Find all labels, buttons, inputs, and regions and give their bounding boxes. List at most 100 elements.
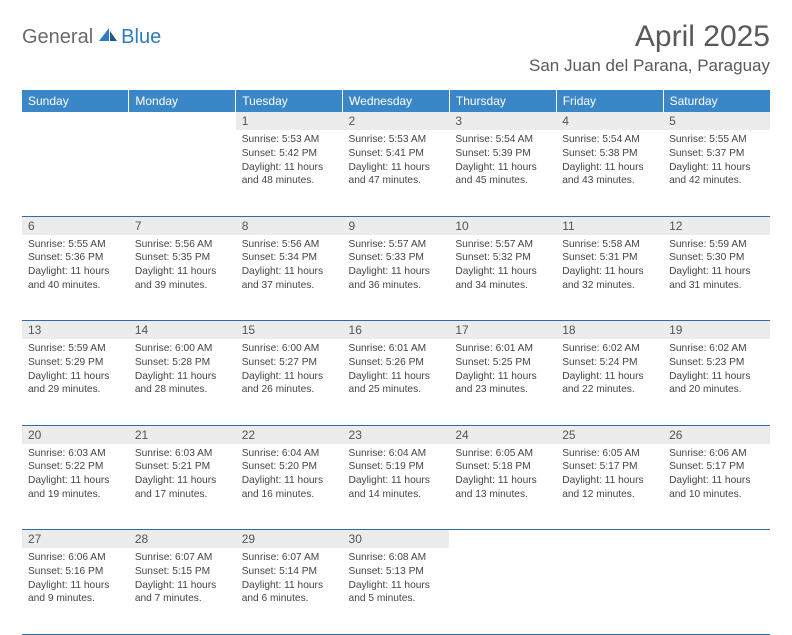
day-details: Sunrise: 6:01 AMSunset: 5:25 PMDaylight:… [449,339,556,401]
day-number-cell: 25 [556,425,663,444]
day-number-cell [449,530,556,549]
day-cell: Sunrise: 5:58 AMSunset: 5:31 PMDaylight:… [556,235,663,321]
day-details: Sunrise: 6:06 AMSunset: 5:17 PMDaylight:… [663,444,770,506]
day-cell: Sunrise: 5:54 AMSunset: 5:38 PMDaylight:… [556,130,663,216]
day-number-cell: 11 [556,216,663,235]
day-number-cell: 28 [129,530,236,549]
calendar-table: SundayMondayTuesdayWednesdayThursdayFrid… [22,90,770,635]
day-number-row: 13141516171819 [22,321,770,340]
day-number: 25 [556,426,663,444]
day-number-cell [556,530,663,549]
day-number: 6 [22,217,129,235]
day-number: 3 [449,112,556,130]
day-number-row: 12345 [22,112,770,130]
calendar-body: 12345Sunrise: 5:53 AMSunset: 5:42 PMDayl… [22,112,770,634]
day-cell: Sunrise: 5:54 AMSunset: 5:39 PMDaylight:… [449,130,556,216]
day-number-cell: 18 [556,321,663,340]
day-number-cell: 13 [22,321,129,340]
day-number-cell: 17 [449,321,556,340]
day-cell: Sunrise: 5:59 AMSunset: 5:29 PMDaylight:… [22,339,129,425]
day-number: 1 [236,112,343,130]
day-cell: Sunrise: 6:07 AMSunset: 5:14 PMDaylight:… [236,548,343,634]
day-number: 2 [343,112,450,130]
day-cell: Sunrise: 6:07 AMSunset: 5:15 PMDaylight:… [129,548,236,634]
day-number-cell: 20 [22,425,129,444]
title-block: April 2025 San Juan del Parana, Paraguay [529,20,770,76]
brand-sail-icon [97,26,119,49]
day-number: 24 [449,426,556,444]
day-number: 28 [129,530,236,548]
day-content-row: Sunrise: 5:59 AMSunset: 5:29 PMDaylight:… [22,339,770,425]
day-number-cell: 12 [663,216,770,235]
day-cell: Sunrise: 6:00 AMSunset: 5:27 PMDaylight:… [236,339,343,425]
day-number-cell: 30 [343,530,450,549]
day-number-cell: 2 [343,112,450,130]
day-number-cell: 3 [449,112,556,130]
day-details: Sunrise: 5:59 AMSunset: 5:30 PMDaylight:… [663,235,770,297]
weekday-header: Tuesday [236,90,343,112]
day-cell: Sunrise: 6:02 AMSunset: 5:24 PMDaylight:… [556,339,663,425]
day-number: 5 [663,112,770,130]
day-number: 7 [129,217,236,235]
day-number: 8 [236,217,343,235]
day-cell [449,548,556,634]
day-details: Sunrise: 6:00 AMSunset: 5:28 PMDaylight:… [129,339,236,401]
day-number-cell: 16 [343,321,450,340]
day-cell: Sunrise: 5:57 AMSunset: 5:32 PMDaylight:… [449,235,556,321]
day-details: Sunrise: 6:00 AMSunset: 5:27 PMDaylight:… [236,339,343,401]
day-number-cell: 21 [129,425,236,444]
day-details: Sunrise: 5:56 AMSunset: 5:34 PMDaylight:… [236,235,343,297]
day-cell: Sunrise: 5:56 AMSunset: 5:35 PMDaylight:… [129,235,236,321]
weekday-header-row: SundayMondayTuesdayWednesdayThursdayFrid… [22,90,770,112]
day-content-row: Sunrise: 6:03 AMSunset: 5:22 PMDaylight:… [22,444,770,530]
day-number: 12 [663,217,770,235]
day-details: Sunrise: 5:57 AMSunset: 5:33 PMDaylight:… [343,235,450,297]
day-number: 15 [236,321,343,339]
day-details: Sunrise: 6:02 AMSunset: 5:23 PMDaylight:… [663,339,770,401]
day-number-cell: 15 [236,321,343,340]
day-number: 22 [236,426,343,444]
day-details: Sunrise: 5:53 AMSunset: 5:41 PMDaylight:… [343,130,450,192]
day-number: 19 [663,321,770,339]
day-cell: Sunrise: 5:55 AMSunset: 5:37 PMDaylight:… [663,130,770,216]
day-number: 20 [22,426,129,444]
day-number-cell: 1 [236,112,343,130]
day-number-cell: 27 [22,530,129,549]
day-cell: Sunrise: 6:06 AMSunset: 5:16 PMDaylight:… [22,548,129,634]
day-details: Sunrise: 5:53 AMSunset: 5:42 PMDaylight:… [236,130,343,192]
day-content-row: Sunrise: 5:53 AMSunset: 5:42 PMDaylight:… [22,130,770,216]
day-cell: Sunrise: 6:04 AMSunset: 5:20 PMDaylight:… [236,444,343,530]
day-number: 30 [343,530,450,548]
day-cell: Sunrise: 6:03 AMSunset: 5:22 PMDaylight:… [22,444,129,530]
day-number: 10 [449,217,556,235]
day-number-cell: 22 [236,425,343,444]
day-cell [129,130,236,216]
month-title: April 2025 [529,20,770,54]
day-details: Sunrise: 5:55 AMSunset: 5:36 PMDaylight:… [22,235,129,297]
day-cell: Sunrise: 6:01 AMSunset: 5:26 PMDaylight:… [343,339,450,425]
day-details: Sunrise: 5:56 AMSunset: 5:35 PMDaylight:… [129,235,236,297]
day-number-cell: 8 [236,216,343,235]
day-cell [22,130,129,216]
day-number: 26 [663,426,770,444]
day-cell: Sunrise: 5:56 AMSunset: 5:34 PMDaylight:… [236,235,343,321]
day-number: 18 [556,321,663,339]
day-details: Sunrise: 6:06 AMSunset: 5:16 PMDaylight:… [22,548,129,610]
day-details: Sunrise: 6:03 AMSunset: 5:22 PMDaylight:… [22,444,129,506]
day-cell: Sunrise: 5:53 AMSunset: 5:41 PMDaylight:… [343,130,450,216]
day-cell: Sunrise: 6:02 AMSunset: 5:23 PMDaylight:… [663,339,770,425]
day-cell: Sunrise: 6:05 AMSunset: 5:17 PMDaylight:… [556,444,663,530]
day-number: 23 [343,426,450,444]
day-content-row: Sunrise: 5:55 AMSunset: 5:36 PMDaylight:… [22,235,770,321]
day-cell [556,548,663,634]
day-cell: Sunrise: 6:03 AMSunset: 5:21 PMDaylight:… [129,444,236,530]
day-number-row: 20212223242526 [22,425,770,444]
day-number-cell: 29 [236,530,343,549]
day-cell: Sunrise: 5:59 AMSunset: 5:30 PMDaylight:… [663,235,770,321]
day-number-cell: 23 [343,425,450,444]
day-details: Sunrise: 6:07 AMSunset: 5:14 PMDaylight:… [236,548,343,610]
day-details: Sunrise: 6:05 AMSunset: 5:18 PMDaylight:… [449,444,556,506]
day-details: Sunrise: 5:54 AMSunset: 5:38 PMDaylight:… [556,130,663,192]
day-number-cell: 7 [129,216,236,235]
day-details: Sunrise: 5:55 AMSunset: 5:37 PMDaylight:… [663,130,770,192]
